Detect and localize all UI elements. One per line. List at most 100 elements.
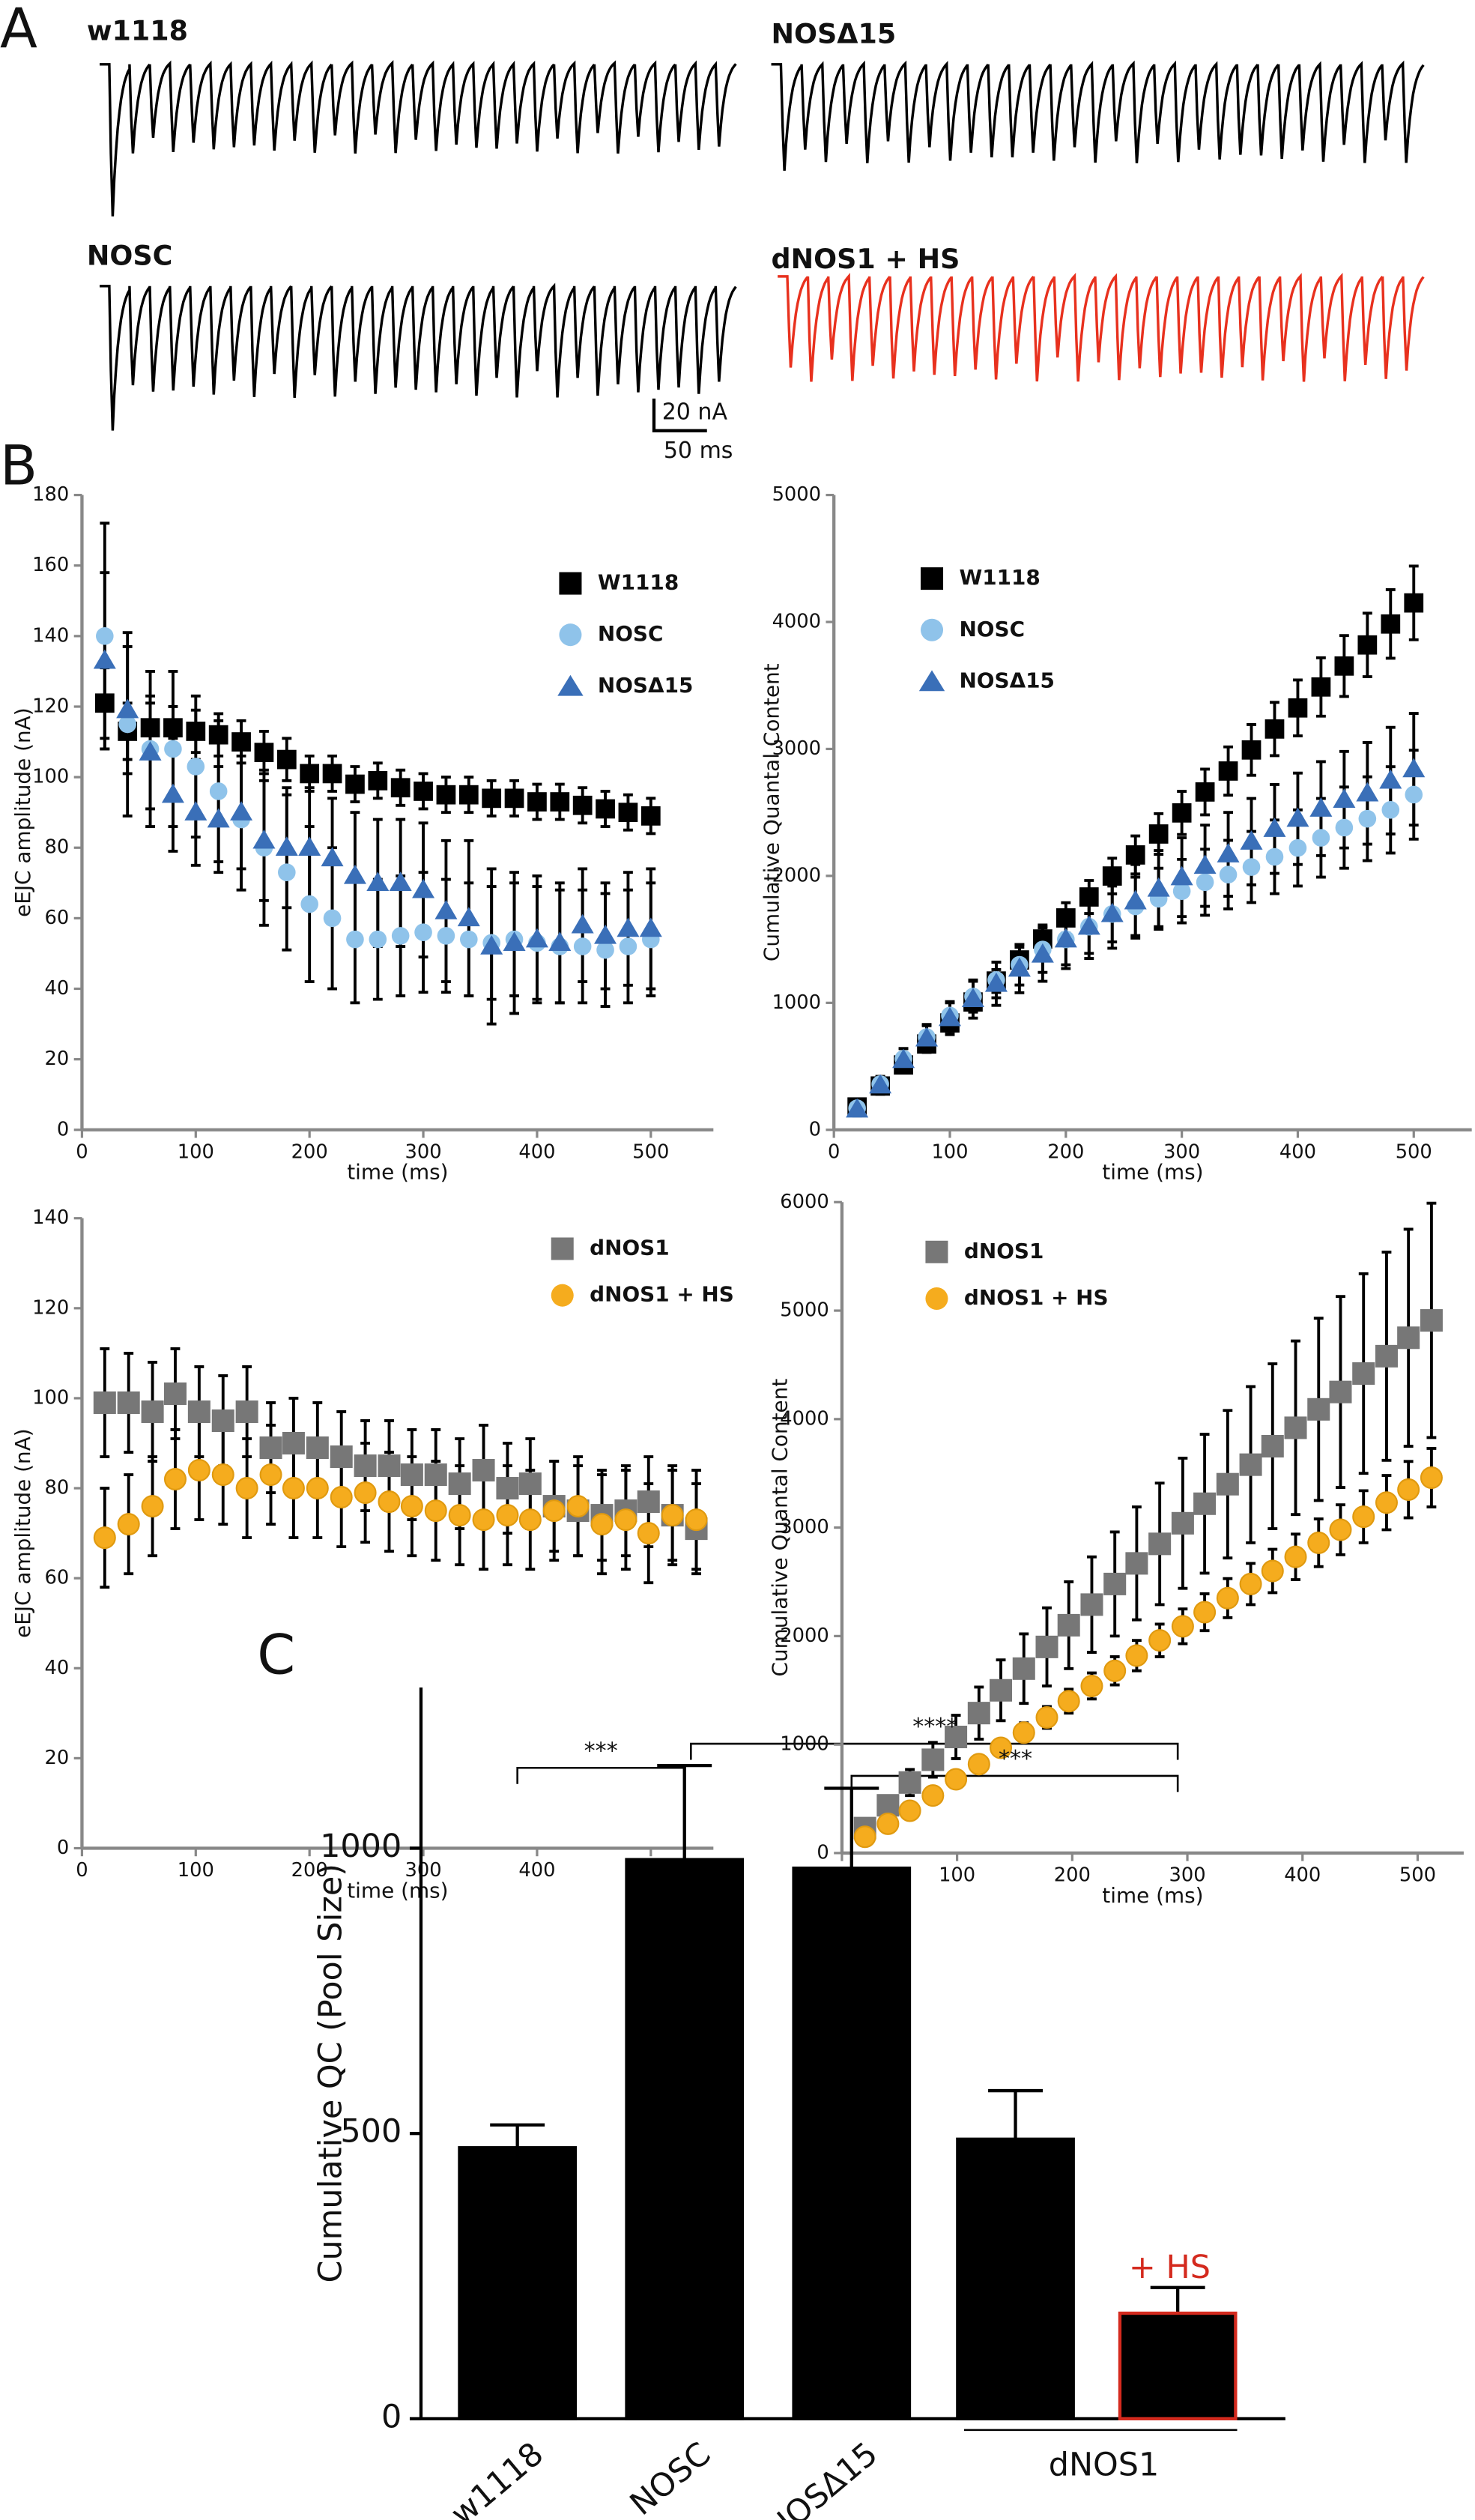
marker <box>1239 1453 1262 1476</box>
legend-label: dNOS1 <box>964 1239 1044 1263</box>
marker <box>369 930 387 949</box>
marker <box>921 1784 945 1807</box>
bar <box>792 1866 912 2421</box>
error-bar <box>988 2088 1044 2139</box>
marker <box>1288 839 1307 857</box>
x-tick-label: 200 <box>1054 1864 1091 1886</box>
marker <box>1057 1690 1080 1713</box>
x-axis-label: time (ms) <box>347 1878 448 1903</box>
marker <box>252 829 276 849</box>
marker <box>518 1472 542 1496</box>
x-tick-label: 300 <box>1169 1864 1205 1886</box>
marker <box>343 864 366 884</box>
marker <box>1375 1344 1398 1368</box>
marker <box>639 917 662 937</box>
marker <box>1352 1362 1375 1386</box>
legend-label: W1118 <box>598 570 679 595</box>
y-tick-label: 0 <box>381 2398 402 2435</box>
marker <box>1242 858 1261 876</box>
marker <box>876 1812 900 1835</box>
marker <box>140 718 160 738</box>
marker <box>1124 889 1147 910</box>
x-tick-label: 0 <box>76 1140 88 1163</box>
x-tick-label: w1118 <box>444 2435 551 2520</box>
y-axis-label: eEJC amplitude (nA) <box>10 1428 35 1638</box>
marker <box>1171 1511 1194 1535</box>
marker <box>945 1768 968 1791</box>
marker <box>346 930 364 949</box>
marker <box>967 1702 990 1725</box>
marker <box>548 931 572 952</box>
marker <box>1193 1492 1217 1515</box>
marker <box>323 909 342 928</box>
marker <box>368 770 388 791</box>
y-tick-label: 500 <box>340 2113 402 2151</box>
marker <box>1217 843 1240 862</box>
x-tick-label: 300 <box>1163 1140 1200 1163</box>
legend-marker <box>557 674 584 696</box>
y-tick-label: 6000 <box>780 1191 829 1213</box>
y-tick-label: 120 <box>32 1296 69 1319</box>
marker <box>458 785 479 805</box>
marker <box>330 1445 353 1469</box>
marker <box>163 1468 187 1491</box>
trace <box>100 282 737 431</box>
marker <box>990 1736 1013 1759</box>
marker <box>1239 1572 1262 1595</box>
marker <box>1264 719 1285 739</box>
y-tick-label: 120 <box>32 695 69 717</box>
x-tick-label: 400 <box>1284 1864 1321 1886</box>
marker <box>211 1409 234 1432</box>
error-bar <box>1150 2285 1205 2314</box>
marker <box>1404 593 1424 613</box>
marker <box>117 1513 140 1536</box>
marker <box>282 1477 305 1500</box>
legend-marker <box>559 572 582 595</box>
marker <box>1100 902 1124 922</box>
y-tick-label: 140 <box>32 624 69 647</box>
x-tick-label: 400 <box>518 1859 555 1882</box>
x-tick-label: NOSC <box>623 2435 718 2520</box>
x-tick-label: NOSΔ15 <box>760 2435 885 2520</box>
marker <box>1358 809 1377 828</box>
bar <box>956 2137 1075 2421</box>
marker <box>187 1459 211 1482</box>
y-tick-label: 60 <box>45 907 70 929</box>
marker <box>482 788 502 809</box>
marker <box>480 935 503 955</box>
marker <box>1193 854 1217 874</box>
marker <box>1012 1657 1035 1680</box>
x-tick-label: 400 <box>1279 1140 1316 1163</box>
marker <box>306 1436 329 1460</box>
marker <box>1031 943 1054 963</box>
y-tick-label: 3000 <box>780 1516 829 1538</box>
marker <box>378 1490 401 1514</box>
marker <box>1171 1615 1194 1638</box>
marker <box>400 1495 423 1518</box>
y-tick-label: 0 <box>809 1118 821 1140</box>
marker <box>448 1472 471 1496</box>
marker <box>378 1454 401 1478</box>
marker <box>898 1771 921 1794</box>
marker <box>518 1508 542 1532</box>
bar <box>458 2146 578 2421</box>
marker <box>640 806 661 826</box>
marker <box>282 1431 305 1455</box>
marker <box>1357 635 1378 655</box>
marker <box>617 917 640 937</box>
marker <box>1195 782 1215 802</box>
y-tick-label: 40 <box>45 1657 70 1679</box>
marker <box>437 927 455 945</box>
y-tick-label: 0 <box>57 1118 69 1140</box>
marker <box>259 1463 282 1487</box>
marker <box>1263 818 1286 837</box>
annotation: + HS <box>1129 2249 1211 2286</box>
marker <box>1054 928 1077 948</box>
marker <box>1309 797 1333 817</box>
marker <box>1102 866 1122 886</box>
x-axis-label: time (ms) <box>347 1160 448 1185</box>
y-tick-label: 100 <box>32 766 69 788</box>
marker <box>938 1006 962 1027</box>
y-tick-label: 60 <box>45 1567 70 1589</box>
marker <box>921 1748 945 1771</box>
